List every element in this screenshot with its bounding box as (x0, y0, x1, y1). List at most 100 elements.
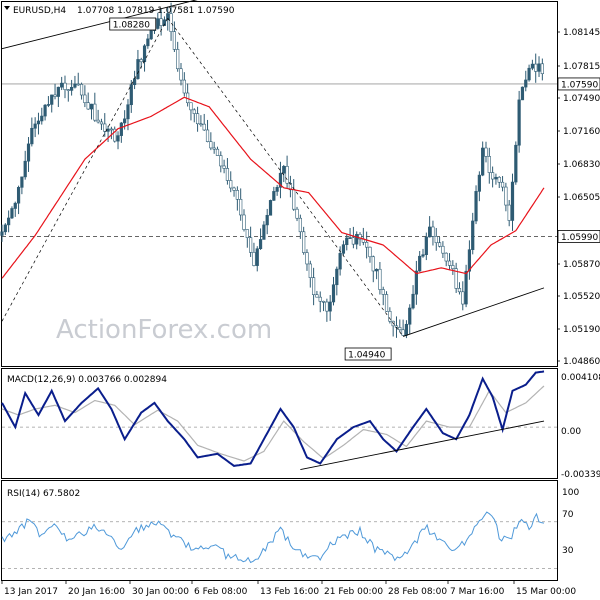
candle-body (86, 102, 90, 110)
candle-body (351, 237, 355, 245)
candle-body (245, 229, 249, 238)
candle-body (467, 249, 472, 272)
candle-body (149, 30, 153, 40)
price-tick-label: 1.06830 (563, 160, 600, 170)
candle-body (176, 49, 180, 70)
candle-body (540, 63, 544, 75)
candle-body (444, 252, 448, 262)
candle-body (172, 31, 176, 50)
candle-body (398, 327, 402, 331)
candle-body (56, 86, 60, 97)
candle-body (79, 84, 84, 96)
moving-average-line (1, 96, 545, 279)
candle-body (381, 289, 385, 295)
price-tick-label: 1.04860 (563, 357, 600, 367)
annotation-label-0: 1.08280 (113, 21, 150, 31)
candle-body (50, 94, 54, 105)
axis-level-label-1: 1.07590 (561, 80, 598, 90)
candle-body (464, 270, 468, 305)
candle-body (255, 248, 259, 266)
candle-body (129, 84, 133, 106)
macd-tick-label: 0.004108 (561, 373, 600, 383)
candle-body (401, 329, 405, 336)
rsi-tick-label: 30 (562, 546, 574, 556)
candle-body (225, 168, 230, 181)
candle-body (408, 307, 412, 325)
candle-body (23, 160, 27, 178)
candle-body (471, 220, 475, 250)
candle-body (278, 172, 283, 188)
rsi-plot (1, 511, 557, 569)
x-tick-label: 13 Feb 16:00 (260, 587, 319, 597)
candle-body (215, 148, 220, 156)
candle-body (365, 241, 369, 248)
macd-panel-frame (1, 368, 558, 479)
candle-body (252, 252, 256, 266)
candle-body (63, 82, 67, 90)
rsi-panel-frame (1, 480, 558, 581)
candle-body (209, 141, 213, 149)
candle-body (494, 176, 498, 180)
candle-body (109, 128, 113, 131)
candle-body (265, 214, 269, 226)
candle-body (414, 270, 418, 295)
candle-body (99, 121, 104, 125)
candle-body (83, 94, 87, 104)
price-tick-label: 1.07160 (563, 127, 600, 137)
candle-body (156, 18, 160, 29)
price-tick-label: 1.05520 (563, 292, 600, 302)
candle-body (325, 301, 329, 312)
candle-body (16, 187, 21, 204)
candle-body (371, 256, 375, 272)
candle-body (388, 310, 392, 322)
candle-body (434, 236, 438, 244)
candle-body (348, 237, 352, 239)
candle-body (302, 231, 306, 253)
candle-body (424, 236, 428, 256)
candle-body (441, 245, 445, 254)
candle-body (295, 208, 299, 219)
candle-body (119, 122, 123, 136)
candle-body (73, 83, 77, 88)
annotation-box-1 (344, 347, 392, 361)
candle-body (421, 254, 425, 257)
candle-body (33, 123, 37, 129)
candle-body (312, 277, 316, 295)
candle-body (527, 67, 531, 81)
price-tick-label: 1.08145 (563, 28, 600, 38)
candle-body (457, 288, 462, 293)
candle-body (292, 189, 296, 210)
candle-body (7, 217, 11, 226)
candle-body (232, 187, 236, 191)
price-header: EURUSD,H4 1.07708 1.07819 1.07581 1.0759… (4, 6, 235, 16)
candle-body (268, 200, 273, 216)
candle-body (96, 119, 100, 123)
candle-body (355, 234, 359, 245)
annotation-box-0 (109, 17, 157, 31)
candle-body (205, 129, 210, 142)
candle-body (166, 13, 170, 21)
candle-body (428, 226, 432, 238)
candle-body (404, 323, 409, 336)
x-tick-label: 21 Feb 00:00 (324, 587, 383, 597)
price-tick-label: 1.07815 (563, 62, 600, 72)
candle-body (384, 294, 389, 312)
watermark: ActionForex.com (56, 315, 272, 345)
candle-body (70, 86, 74, 91)
candle-body (484, 147, 488, 157)
candle-body (338, 253, 342, 270)
candle-body (315, 294, 319, 298)
candle-body (249, 237, 253, 253)
candle-body (195, 113, 200, 125)
candle-body (179, 68, 183, 81)
rsi-tick-label: 100 (562, 488, 579, 498)
candle-body (504, 186, 508, 206)
candle-body (481, 147, 485, 176)
candle-body (123, 118, 127, 124)
axis-level-box-1 (557, 77, 600, 91)
candle-body (358, 234, 362, 240)
candle-body (374, 268, 379, 272)
candle-body (534, 63, 538, 72)
price-tick-label: 1.06505 (563, 193, 600, 203)
